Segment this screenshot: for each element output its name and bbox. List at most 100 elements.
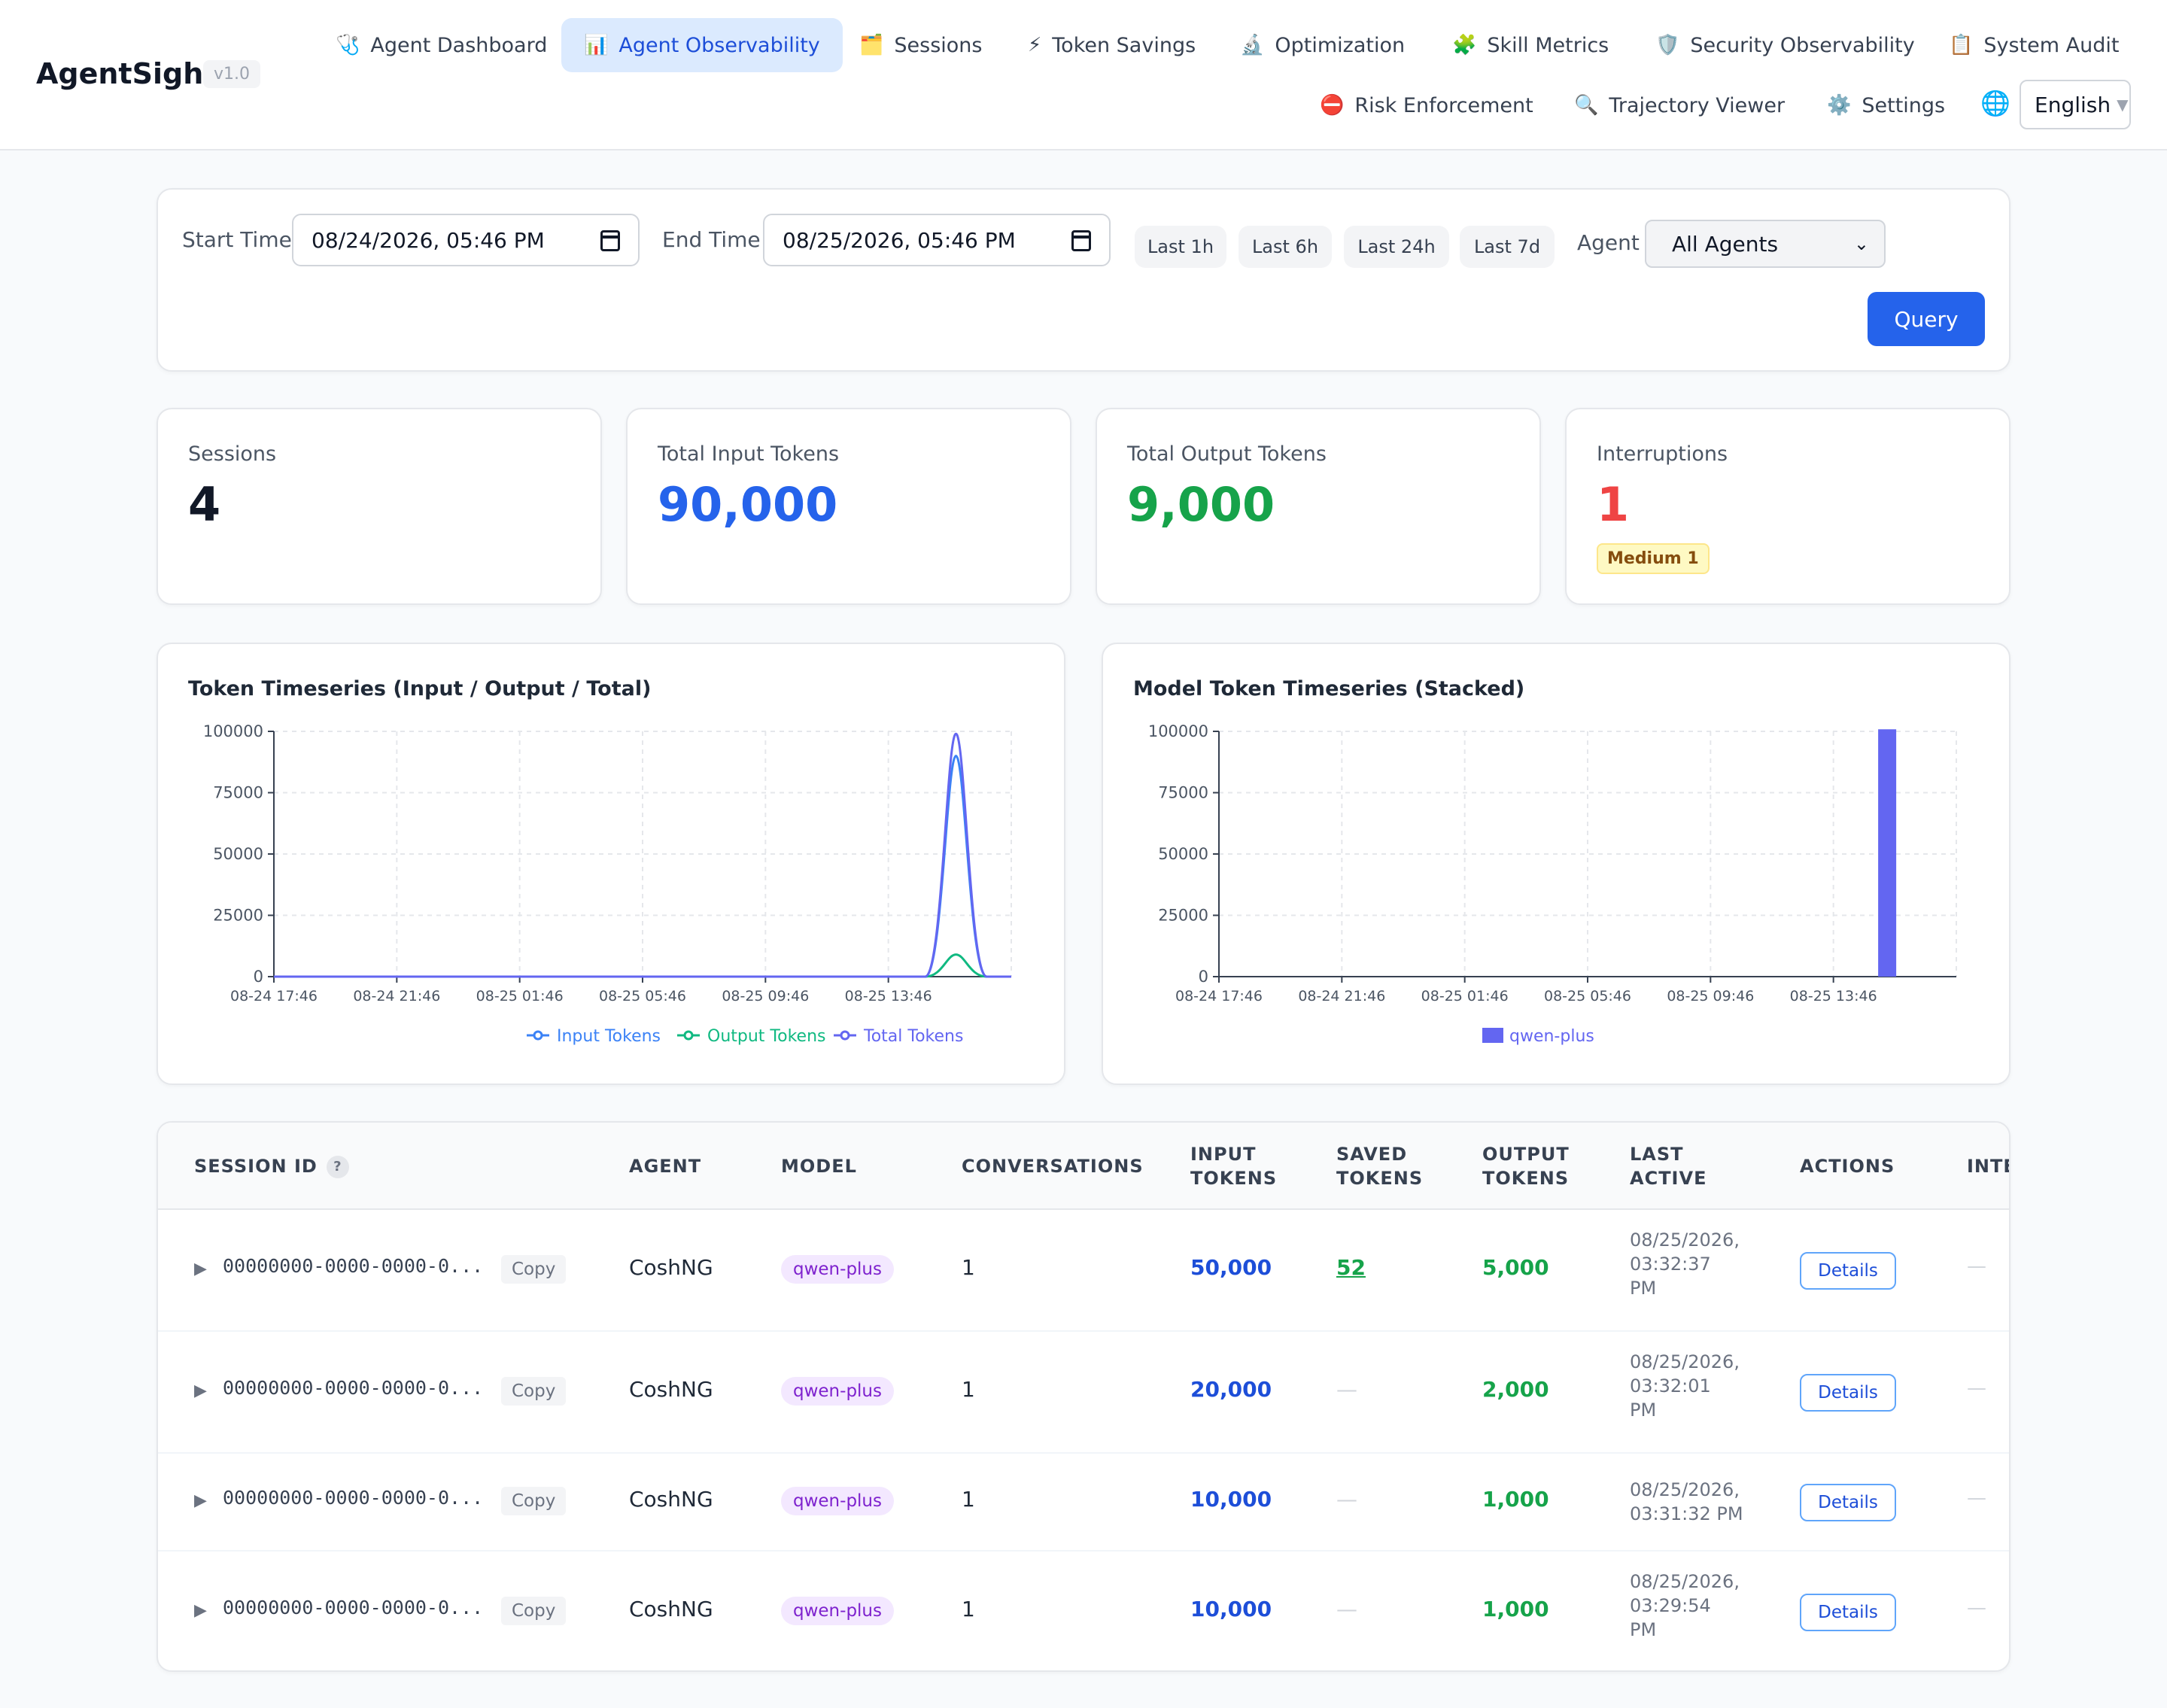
- conversations-cell: 1: [962, 1377, 975, 1402]
- col-input-tokens: INPUT TOKENS: [1190, 1142, 1277, 1190]
- col-conversations: CONVERSATIONS: [962, 1156, 1144, 1177]
- table-row[interactable]: ▶ 00000000-0000-0000-0... Copy CoshNG qw…: [158, 1454, 2009, 1551]
- stat-value: 9,000: [1127, 477, 1275, 532]
- y-tick-label: 50000: [1158, 845, 1208, 863]
- end-time-input[interactable]: 08/25/2026, 05:46 PM: [763, 214, 1111, 266]
- col-label: INPUT: [1190, 1144, 1257, 1165]
- last-active-line: 03:31:32 PM: [1630, 1503, 1743, 1524]
- col-actions: ACTIONS: [1800, 1156, 1895, 1177]
- nav-skill-metrics[interactable]: 🧩 Skill Metrics: [1430, 18, 1631, 72]
- start-time-input[interactable]: 08/24/2026, 05:46 PM: [292, 214, 640, 266]
- nav-label: Security Observability: [1690, 33, 1915, 57]
- expand-triangle-icon[interactable]: ▶: [194, 1260, 207, 1278]
- stat-value: 1: [1597, 477, 1630, 532]
- x-tick-label: 08-25 05:46: [599, 988, 686, 1004]
- agent-cell: CoshNG: [629, 1255, 713, 1280]
- version-badge: v1.0: [203, 60, 261, 88]
- x-tick-label: 08-25 01:46: [476, 988, 564, 1004]
- nav-label: Skill Metrics: [1487, 33, 1609, 57]
- last-active-cell: 08/25/2026, 03:32:01 PM: [1630, 1350, 1740, 1422]
- quick-range-6h[interactable]: Last 6h: [1239, 226, 1332, 268]
- table-row[interactable]: ▶ 00000000-0000-0000-0... Copy CoshNG qw…: [158, 1210, 2009, 1332]
- interruptions-cell: —: [1967, 1487, 1986, 1509]
- last-active-line: PM: [1630, 1278, 1657, 1299]
- x-tick-label: 08-24 21:46: [1298, 988, 1385, 1004]
- quick-range-1h[interactable]: Last 1h: [1135, 226, 1226, 268]
- gear-icon: ⚙️: [1827, 94, 1852, 117]
- agent-cell: CoshNG: [629, 1597, 713, 1621]
- x-tick-label: 08-25 09:46: [722, 988, 809, 1004]
- saved-tokens-link[interactable]: 52: [1336, 1255, 1366, 1280]
- bar-chart-icon: 📊: [584, 34, 609, 56]
- language-value: English: [2035, 92, 2111, 117]
- end-time-value: 08/25/2026, 05:46 PM: [783, 227, 1016, 253]
- copy-button[interactable]: Copy: [501, 1597, 567, 1625]
- col-label: TOKENS: [1336, 1168, 1424, 1189]
- query-button[interactable]: Query: [1868, 292, 1985, 346]
- copy-button[interactable]: Copy: [501, 1487, 567, 1515]
- stat-card-output-tokens: Total Output Tokens 9,000: [1096, 408, 1541, 605]
- interruptions-cell: —: [1967, 1377, 1986, 1400]
- top-header: AgentSight v1.0 🩺 Agent Dashboard 📊 Agent …: [0, 0, 2167, 150]
- x-tick-label: 08-24 17:46: [1175, 988, 1263, 1004]
- legend-marker: [533, 1030, 543, 1041]
- stat-label: Sessions: [188, 442, 277, 466]
- language-select[interactable]: English ▼: [2020, 80, 2131, 129]
- nav-label: Trajectory Viewer: [1609, 93, 1786, 117]
- table-row[interactable]: ▶ 00000000-0000-0000-0... Copy CoshNG qw…: [158, 1551, 2009, 1670]
- chart-title: Model Token Timeseries (Stacked): [1133, 677, 1525, 701]
- quick-range-24h[interactable]: Last 24h: [1344, 226, 1449, 268]
- y-tick-label: 0: [254, 968, 263, 986]
- stat-label: Interruptions: [1597, 442, 1728, 466]
- clipboard-icon: 📋: [1949, 34, 1974, 56]
- session-id: 00000000-0000-0000-0...: [223, 1487, 484, 1509]
- agent-select[interactable]: All Agents ⌄: [1645, 220, 1886, 268]
- expand-triangle-icon[interactable]: ▶: [194, 1381, 207, 1400]
- saved-tokens-cell: —: [1336, 1597, 1357, 1621]
- legend-swatch: [1482, 1028, 1503, 1043]
- output-tokens-cell: 1,000: [1482, 1487, 1549, 1512]
- nav-token-savings[interactable]: ⚡ Token Savings: [1005, 18, 1218, 72]
- shield-icon: 🛡️: [1655, 34, 1680, 56]
- copy-button[interactable]: Copy: [501, 1255, 567, 1284]
- nav-label: Risk Enforcement: [1354, 93, 1533, 117]
- nav-system-audit[interactable]: 📋 System Audit: [1926, 18, 2141, 72]
- legend-marker: [683, 1030, 694, 1041]
- col-label: SAVED: [1336, 1144, 1408, 1165]
- details-button[interactable]: Details: [1800, 1484, 1896, 1521]
- nav-label: System Audit: [1983, 33, 2120, 57]
- expand-triangle-icon[interactable]: ▶: [194, 1491, 207, 1510]
- calendar-icon[interactable]: [600, 230, 620, 251]
- sessions-table: SESSION ID? AGENT MODEL CONVERSATIONS IN…: [157, 1121, 2010, 1672]
- calendar-icon[interactable]: [1071, 230, 1091, 251]
- nav-optimization[interactable]: 🔬 Optimization: [1217, 18, 1427, 72]
- nav-risk-enforcement[interactable]: ⛔ Risk Enforcement: [1297, 78, 1556, 132]
- col-label: LAST: [1630, 1144, 1684, 1165]
- details-button[interactable]: Details: [1800, 1252, 1896, 1290]
- details-button[interactable]: Details: [1800, 1374, 1896, 1412]
- col-saved-tokens: SAVED TOKENS: [1336, 1142, 1423, 1190]
- nav-settings[interactable]: ⚙️ Settings: [1804, 78, 1968, 132]
- token-timeseries-chart: 0 25000 50000 75000 100000 08-24 17:46 08-24 2…: [203, 722, 1012, 1046]
- table-row[interactable]: ▶ 00000000-0000-0000-0... Copy CoshNG qw…: [158, 1332, 2009, 1454]
- nav-sessions[interactable]: 🗂️ Sessions: [837, 18, 1004, 72]
- copy-button[interactable]: Copy: [501, 1377, 567, 1406]
- expand-triangle-icon[interactable]: ▶: [194, 1601, 207, 1620]
- details-button[interactable]: Details: [1800, 1594, 1896, 1631]
- stat-label: Total Input Tokens: [658, 442, 840, 466]
- nav-agent-observability[interactable]: 📊 Agent Observability: [561, 18, 843, 72]
- conversations-cell: 1: [962, 1597, 975, 1621]
- nav-trajectory-viewer[interactable]: 🔍 Trajectory Viewer: [1552, 78, 1807, 132]
- nav-agent-dashboard[interactable]: 🩺 Agent Dashboard: [313, 18, 570, 72]
- session-id: 00000000-0000-0000-0...: [223, 1255, 484, 1277]
- puzzle-icon: 🧩: [1452, 34, 1477, 56]
- nav-security-observability[interactable]: 🛡️ Security Observability: [1633, 18, 1938, 72]
- quick-range-7d[interactable]: Last 7d: [1460, 226, 1555, 268]
- output-tokens-cell: 1,000: [1482, 1597, 1549, 1621]
- agent-select-value: All Agents: [1672, 231, 1779, 257]
- y-tick-label: 100000: [1148, 722, 1208, 740]
- input-tokens-cell: 10,000: [1190, 1597, 1272, 1621]
- help-icon[interactable]: ?: [326, 1156, 349, 1178]
- model-pill: qwen-plus: [781, 1255, 894, 1284]
- x-tick-label: 08-25 09:46: [1667, 988, 1754, 1004]
